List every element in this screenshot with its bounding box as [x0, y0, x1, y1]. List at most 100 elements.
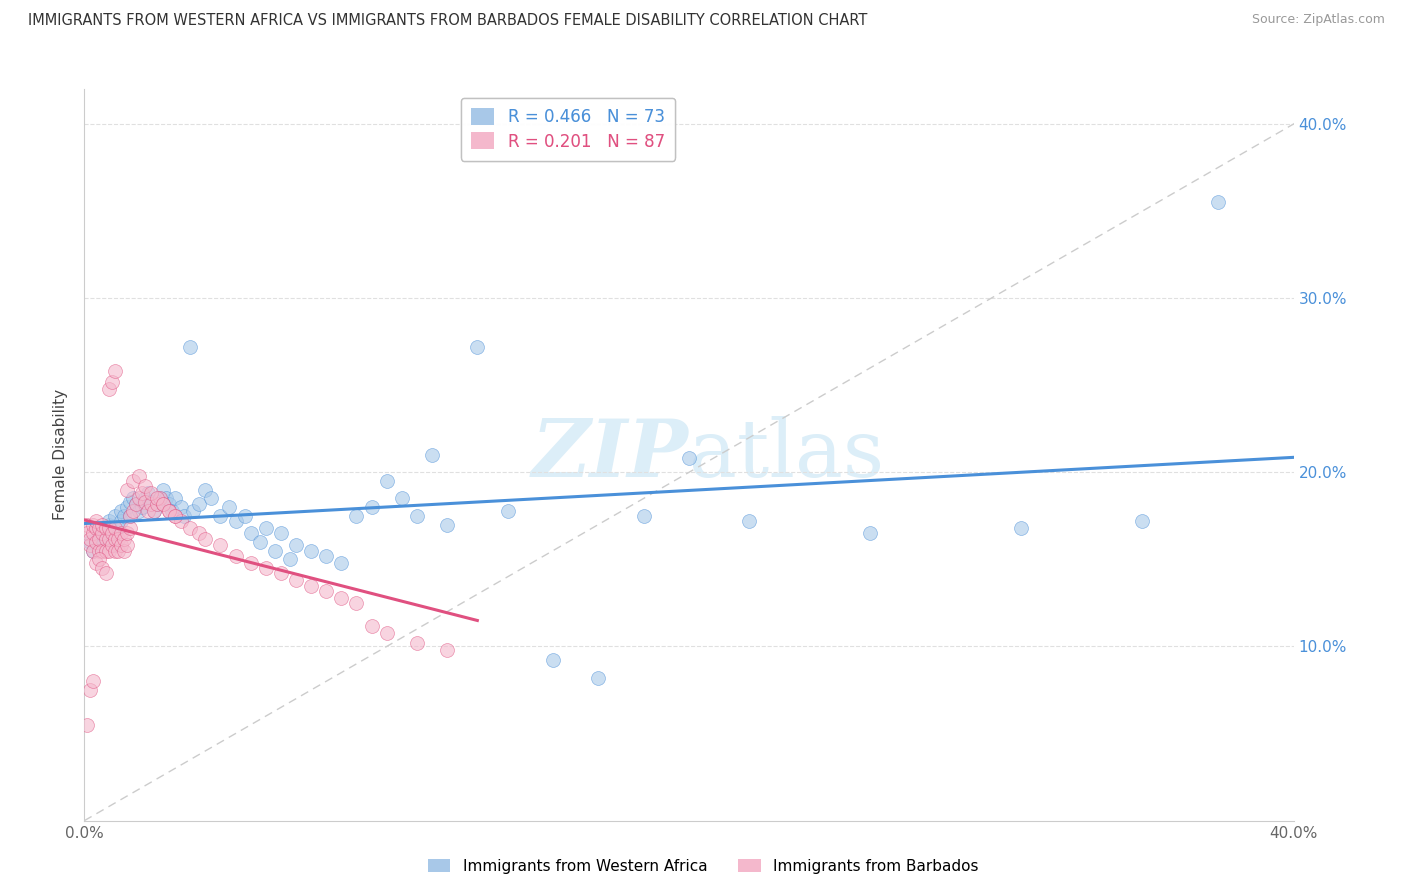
Point: [157, 503, 180, 517]
Point: [346, 596, 368, 610]
Point: [86, 514, 108, 528]
Point: [406, 636, 429, 650]
Point: [82, 543, 104, 558]
Point: [82, 543, 104, 558]
Point: [97, 543, 120, 558]
Point: [79, 535, 101, 549]
Point: [89, 552, 111, 566]
Point: [360, 618, 382, 632]
Point: [112, 543, 135, 558]
Point: [249, 535, 271, 549]
Point: [375, 474, 398, 488]
Point: [89, 539, 111, 553]
Point: [170, 500, 193, 515]
Point: [91, 561, 114, 575]
Point: [110, 539, 132, 553]
Point: [588, 671, 610, 685]
Point: [406, 508, 429, 523]
Point: [97, 521, 120, 535]
Point: [170, 514, 193, 528]
Point: [155, 491, 177, 506]
Point: [346, 508, 368, 523]
Point: [110, 514, 132, 528]
Point: [134, 491, 156, 506]
Point: [173, 508, 195, 523]
Point: [112, 508, 135, 523]
Point: [86, 532, 108, 546]
Point: [94, 530, 117, 544]
Point: [79, 532, 101, 546]
Point: [100, 526, 122, 541]
Point: [278, 552, 301, 566]
Point: [152, 497, 174, 511]
Point: [181, 503, 204, 517]
Point: [97, 532, 120, 546]
Point: [330, 591, 353, 605]
Point: [107, 521, 129, 535]
Point: [375, 625, 398, 640]
Point: [152, 497, 174, 511]
Point: [1130, 514, 1153, 528]
Point: [91, 543, 114, 558]
Point: [118, 521, 141, 535]
Point: [239, 556, 262, 570]
Point: [209, 508, 232, 523]
Point: [285, 574, 308, 588]
Point: [239, 526, 262, 541]
Point: [859, 526, 882, 541]
Point: [165, 508, 187, 523]
Legend: Immigrants from Western Africa, Immigrants from Barbados: Immigrants from Western Africa, Immigran…: [422, 853, 984, 880]
Point: [254, 561, 277, 575]
Point: [146, 491, 169, 506]
Point: [218, 500, 240, 515]
Point: [225, 549, 247, 563]
Point: [391, 491, 413, 506]
Point: [82, 517, 104, 532]
Point: [131, 486, 153, 500]
Point: [139, 497, 162, 511]
Point: [436, 643, 458, 657]
Point: [94, 566, 117, 581]
Point: [76, 526, 98, 541]
Text: atlas: atlas: [689, 416, 884, 494]
Point: [139, 495, 162, 509]
Point: [128, 503, 150, 517]
Point: [104, 539, 127, 553]
Point: [91, 521, 114, 535]
Point: [157, 497, 180, 511]
Point: [118, 508, 141, 523]
Point: [94, 521, 117, 535]
Point: [134, 479, 156, 493]
Point: [89, 543, 111, 558]
Point: [315, 583, 337, 598]
Point: [188, 497, 211, 511]
Point: [104, 508, 127, 523]
Point: [86, 556, 108, 570]
Point: [299, 543, 322, 558]
Point: [97, 517, 120, 532]
Point: [149, 491, 172, 506]
Point: [128, 491, 150, 506]
Point: [134, 495, 156, 509]
Point: [100, 375, 122, 389]
Legend: R = 0.466   N = 73, R = 0.201   N = 87: R = 0.466 N = 73, R = 0.201 N = 87: [461, 97, 675, 161]
Point: [254, 521, 277, 535]
Point: [139, 486, 162, 500]
Point: [1206, 195, 1229, 210]
Point: [200, 491, 222, 506]
Point: [104, 532, 127, 546]
Point: [420, 448, 443, 462]
Point: [86, 521, 108, 535]
Point: [79, 539, 101, 553]
Y-axis label: Female Disability: Female Disability: [53, 389, 69, 521]
Point: [678, 451, 700, 466]
Point: [142, 503, 165, 517]
Point: [97, 514, 120, 528]
Text: ZIP: ZIP: [531, 417, 689, 493]
Point: [209, 539, 232, 553]
Point: [496, 503, 519, 517]
Point: [179, 340, 201, 354]
Point: [100, 539, 122, 553]
Point: [160, 503, 183, 517]
Point: [225, 514, 247, 528]
